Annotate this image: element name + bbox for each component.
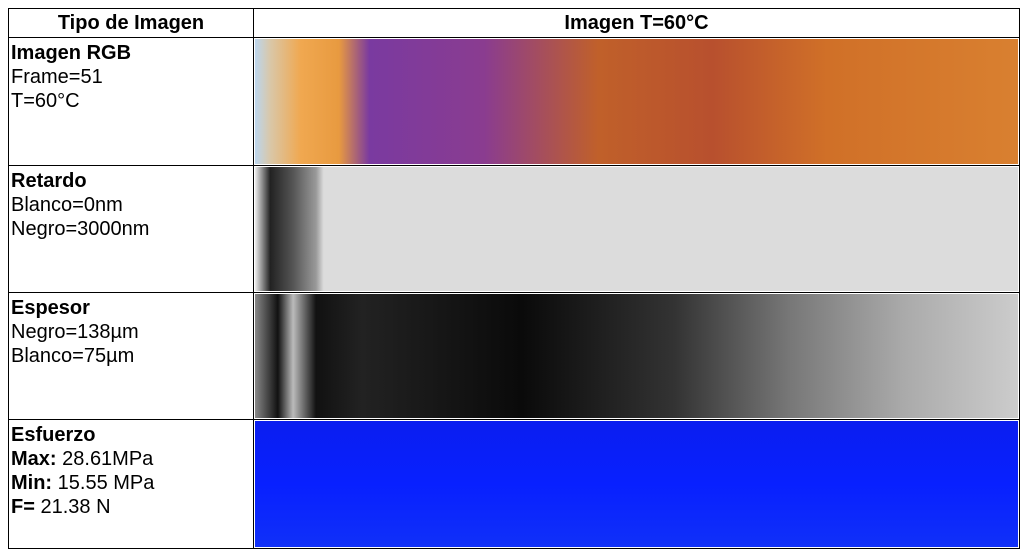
line-value: 28.61MPa <box>56 448 154 470</box>
row-label-cell: Imagen RGB Frame=51 T=60°C <box>8 37 254 166</box>
image-cell <box>253 419 1020 549</box>
row-line: F= 21.38 N <box>11 495 251 519</box>
image <box>255 421 1018 547</box>
row-line: Frame=51 <box>11 66 103 88</box>
row-title: Imagen RGB <box>11 42 132 64</box>
row-label-cell: Espesor Negro=138µm Blanco=75µm <box>8 292 254 420</box>
line-label: Min: <box>11 472 53 494</box>
header-cell: Tipo de Imagen <box>8 8 254 38</box>
image-cell <box>253 292 1020 420</box>
line-value: 15.55 MPa <box>52 472 155 494</box>
row-label-cell: Esfuerzo Max: 28.61MPa Min: 15.55 MPa F= 21… <box>8 419 254 549</box>
header-cell: Imagen T=60°C <box>253 8 1020 38</box>
row-line: Negro=138µm <box>11 321 139 343</box>
row-title: Retardo <box>11 170 87 192</box>
row-line: Blanco=0nm <box>11 194 123 216</box>
line-label: F= <box>11 496 35 518</box>
row-line: Blanco=75µm <box>11 345 135 367</box>
row-title: Esfuerzo <box>11 424 96 446</box>
image <box>255 39 1018 164</box>
row-label-cell: Retardo Blanco=0nm Negro=3000nm <box>8 165 254 293</box>
line-label: Max: <box>11 448 57 470</box>
image-cell <box>253 37 1020 166</box>
line-value: 21.38 N <box>34 496 111 518</box>
image <box>255 167 1018 291</box>
image <box>255 294 1018 418</box>
image-cell <box>253 165 1020 293</box>
row-title: Espesor <box>11 297 90 319</box>
row-line: Max: 28.61MPa <box>11 447 251 471</box>
row-line: Min: 15.55 MPa <box>11 471 251 495</box>
page: Tipo de Imagen Imagen T=60°C Imagen RGB F… <box>8 8 1020 549</box>
row-line: T=60°C <box>11 90 80 112</box>
row-line: Negro=3000nm <box>11 218 150 240</box>
